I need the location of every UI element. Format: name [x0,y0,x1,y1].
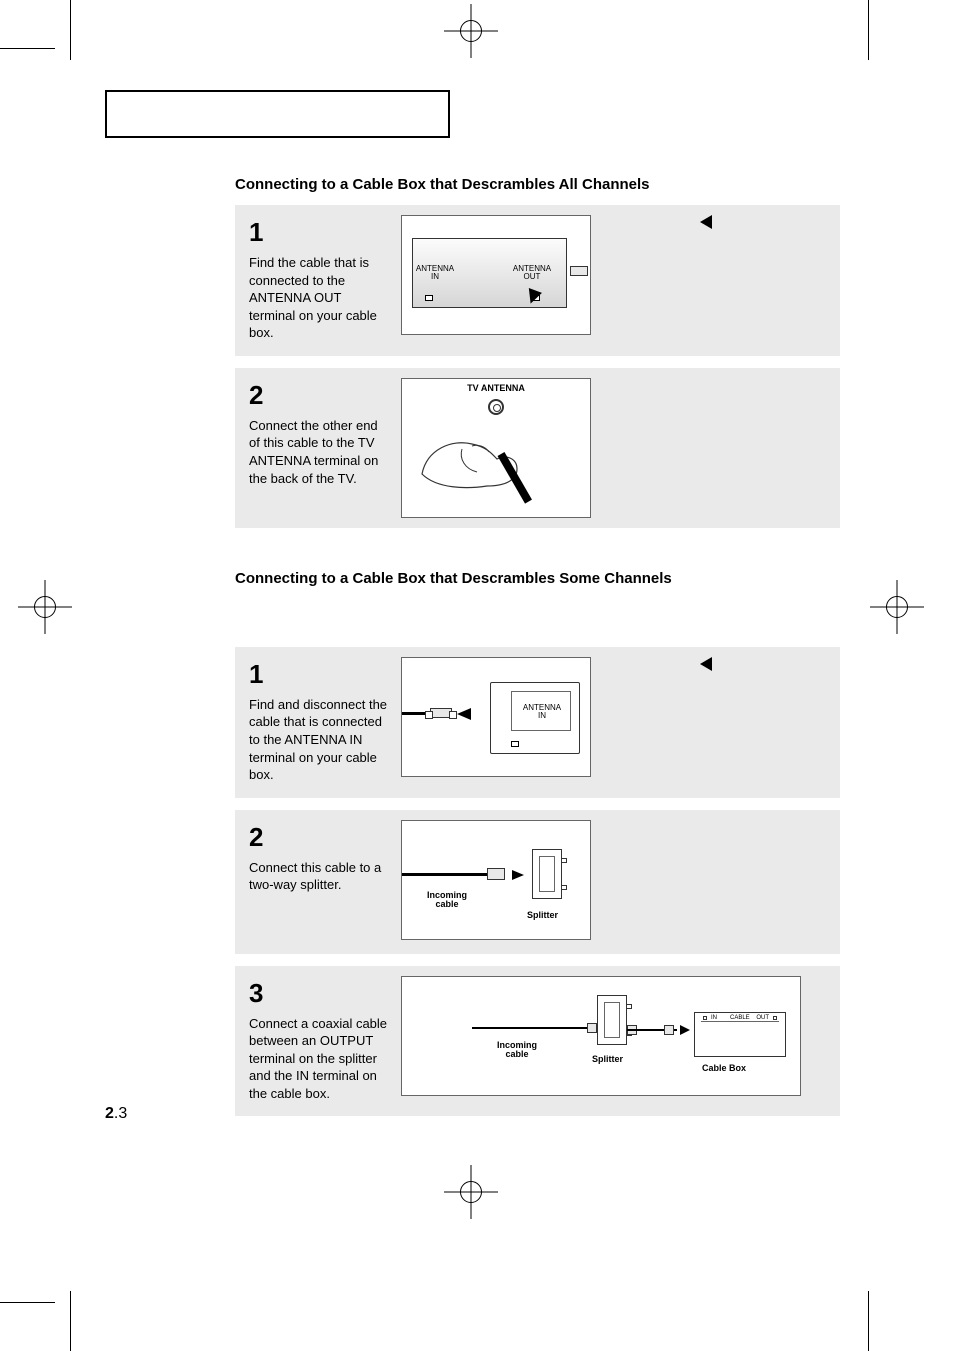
label-port-in: IN [711,1015,717,1021]
label-antenna-out: ANTENNA OUT [512,265,552,282]
registration-mark [444,4,498,58]
label-port-cable: CABLE [730,1015,750,1021]
crop-mark [70,1291,71,1351]
crop-mark [868,0,869,60]
step-text: Find the cable that is connected to the … [249,254,389,342]
registration-mark [444,1165,498,1219]
label-cable-box: Cable Box [702,1063,746,1073]
step-number: 1 [249,215,389,250]
diagram-splitter-to-cablebox: IN CABLE OUT Incoming cable Splitter Cab… [401,976,801,1096]
continuation-marker-icon [700,215,712,229]
section-a-step-2: 2 Connect the other end of this cable to… [235,368,840,528]
step-number: 1 [249,657,389,692]
label-tv-antenna: TV ANTENNA [402,383,590,393]
step-text: Find and disconnect the cable that is co… [249,696,389,784]
page-number-page: .3 [114,1105,127,1122]
registration-mark [18,580,72,634]
page-content: Connecting to a Cable Box that Descrambl… [105,90,840,1116]
step-number: 2 [249,378,389,413]
step-number: 2 [249,820,389,855]
title-placeholder-box [105,90,450,138]
section-a-heading: Connecting to a Cable Box that Descrambl… [235,176,840,193]
label-incoming-cable: Incoming cable [497,1041,537,1060]
label-antenna-in: ANTENNA IN [415,265,455,282]
diagram-disconnect-antenna-in: ANTENNA IN [401,657,591,777]
section-b-step-2: 2 Connect this cable to a two-way splitt… [235,810,840,954]
step-text: Connect this cable to a two-way splitter… [249,859,389,894]
diagram-splitter: Incoming cable Splitter [401,820,591,940]
crop-mark [0,48,55,49]
crop-mark [70,0,71,60]
step-number: 3 [249,976,389,1011]
label-port-out: OUT [756,1015,769,1021]
section-b-step-1: 1 Find and disconnect the cable that is … [235,647,840,798]
diagram-tv-antenna: TV ANTENNA [401,378,591,518]
label-antenna-in: ANTENNA IN [518,704,566,721]
step-text: Connect the other end of this cable to t… [249,417,389,487]
continuation-marker-icon [700,657,712,671]
section-b-steps: 1 Find and disconnect the cable that is … [235,647,840,1117]
diagram-cable-box-out: ANTENNA IN ANTENNA OUT [401,215,591,335]
tv-antenna-jack-icon [488,399,504,415]
registration-mark [870,580,924,634]
label-splitter: Splitter [592,1055,623,1064]
step-text: Connect a coaxial cable between an OUTPU… [249,1015,389,1103]
label-splitter: Splitter [527,911,558,920]
cable-box-icon: IN CABLE OUT [694,1012,786,1057]
label-incoming-cable: Incoming cable [427,891,467,910]
section-a-steps: 1 Find the cable that is connected to th… [235,205,840,528]
section-b-step-3: 3 Connect a coaxial cable between an OUT… [235,966,840,1117]
section-b-heading: Connecting to a Cable Box that Descrambl… [235,570,840,587]
crop-mark [0,1302,55,1303]
section-a-step-1: 1 Find the cable that is connected to th… [235,205,840,356]
page-number-chapter: 2 [105,1105,114,1122]
crop-mark [868,1291,869,1351]
page-number: 2.3 [105,1105,127,1123]
